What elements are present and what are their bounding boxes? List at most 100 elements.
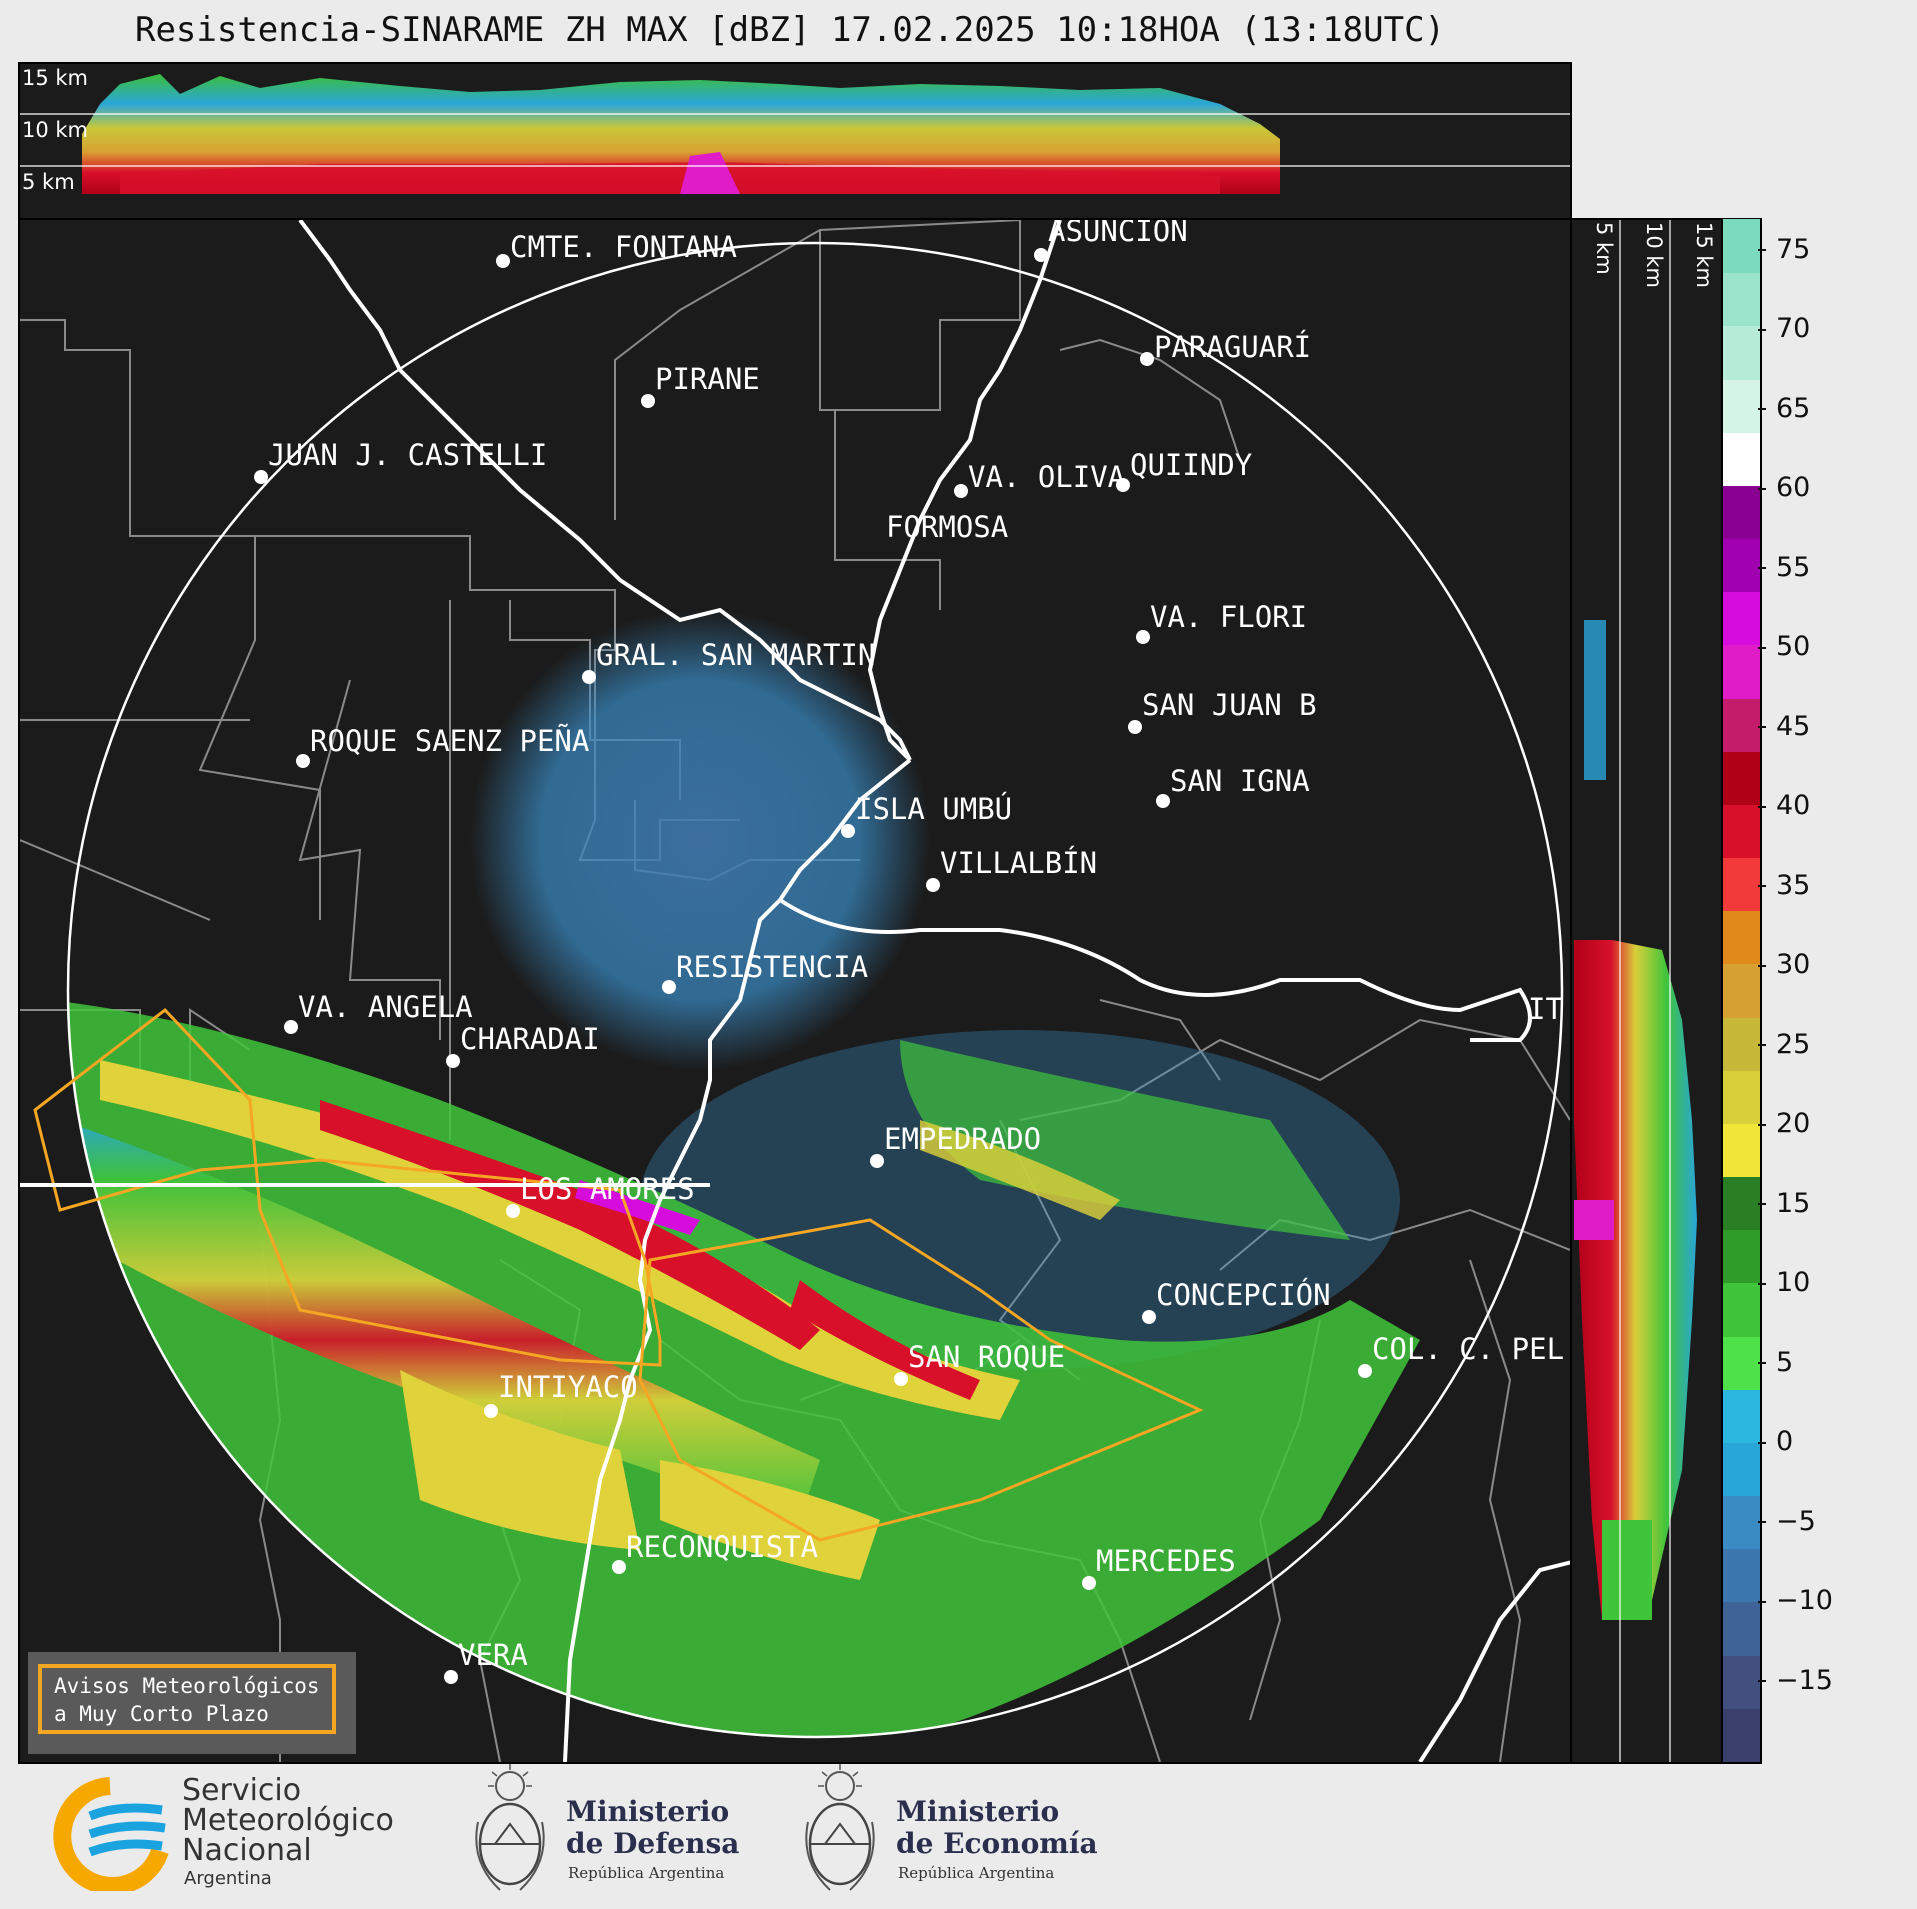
- colorbar-segment: [1723, 1548, 1760, 1603]
- colorbar-tick-label: 55: [1757, 552, 1810, 583]
- colorbar-tick-label: −5: [1758, 1506, 1816, 1537]
- city-san-juan-b: SAN JUAN B: [1128, 688, 1317, 734]
- colorbar-segment: [1723, 219, 1760, 274]
- warning-legend-line2: a Muy Corto Plazo: [54, 1702, 269, 1726]
- city-mercedes: MERCEDES: [1082, 1544, 1236, 1590]
- colorbar-segment: [1723, 1708, 1760, 1762]
- colorbar-segment: [1723, 1655, 1760, 1709]
- argentina-coat-of-arms-icon: [475, 1764, 545, 1891]
- colorbar-segment: [1723, 697, 1760, 752]
- city-concepcion: CONCEPCIÓN: [1142, 1278, 1331, 1324]
- city-col-c-pel: COL. C. PEL: [1358, 1332, 1564, 1378]
- city-formosa: FORMOSA: [886, 510, 1009, 544]
- colorbar-segment: [1723, 1229, 1760, 1284]
- city-paraguari: PARAGUARÍ: [1140, 330, 1311, 366]
- city-san-roque: SAN ROQUE: [894, 1340, 1065, 1386]
- colorbar-segment: [1723, 1495, 1760, 1550]
- economia-logo-line2: de Economía: [896, 1827, 1098, 1860]
- colorbar-tick-label: 30: [1757, 949, 1810, 980]
- city-reconquista: RECONQUISTA: [612, 1530, 818, 1574]
- defensa-logo: Ministerio de Defensa República Argentin…: [470, 1762, 770, 1902]
- top-cross-section-echo: [20, 74, 1570, 194]
- colorbar-segment: [1723, 857, 1760, 912]
- colorbar-tick-label: 5: [1757, 1347, 1793, 1378]
- smn-logo-icon: [53, 1777, 169, 1891]
- height-label-15km: 15 km: [22, 66, 89, 90]
- colorbar: [1721, 218, 1762, 1764]
- colorbar-tick-label: 40: [1757, 790, 1810, 821]
- city-it: IT: [1528, 992, 1563, 1026]
- colorbar-tick-label: 70: [1757, 313, 1810, 344]
- side-height-label-5km: 5 km: [1592, 222, 1616, 275]
- city-cmte-fontana: CMTE. FONTANA: [496, 230, 737, 268]
- city-va-angela: VA. ANGELA: [284, 990, 473, 1034]
- side-height-label-15km: 15 km: [1692, 222, 1716, 289]
- colorbar-segment: [1723, 1442, 1760, 1497]
- colorbar-segment: [1723, 591, 1760, 646]
- colorbar-tick-label: −10: [1758, 1585, 1833, 1616]
- smn-logo-line4: Argentina: [184, 1868, 272, 1889]
- city-quiindy: QUIINDY: [1116, 448, 1252, 492]
- radar-map-canvas: [20, 220, 1570, 1762]
- colorbar-segment: [1723, 1601, 1760, 1656]
- city-pirane: PIRANE: [641, 362, 760, 408]
- colorbar-segment: [1723, 1389, 1760, 1443]
- city-asuncion: ASUNCIÓN: [1034, 220, 1188, 262]
- defensa-logo-line3: República Argentina: [568, 1864, 725, 1882]
- warning-legend-line1: Avisos Meteorológicos: [54, 1674, 320, 1698]
- colorbar-segment: [1723, 1176, 1760, 1231]
- city-gral-san-martin: GRAL. SAN MARTIN: [582, 638, 875, 684]
- warning-legend: Avisos Meteorológicos a Muy Corto Plazo: [28, 1652, 356, 1754]
- colorbar-segment: [1723, 751, 1760, 805]
- colorbar-segment: [1723, 1336, 1760, 1390]
- colorbar-segment: [1723, 325, 1760, 380]
- economia-logo: Ministerio de Economía República Argenti…: [800, 1762, 1100, 1902]
- colorbar-tick-label: 0: [1757, 1426, 1793, 1457]
- smn-logo-line3: Nacional: [182, 1833, 312, 1868]
- warning-polygons: [33, 1007, 1204, 1542]
- colorbar-segment: [1723, 910, 1760, 965]
- colorbar-segment: [1723, 1123, 1760, 1178]
- colorbar-segment: [1723, 378, 1760, 433]
- city-villalbin: VILLALBÍN: [926, 846, 1097, 892]
- chart-title: Resistencia-SINARAME ZH MAX [dBZ] 17.02.…: [134, 10, 1446, 50]
- colorbar-segment: [1723, 432, 1760, 486]
- colorbar-tick-label: 60: [1757, 472, 1810, 503]
- city-intiyaco: INTIYACO: [484, 1370, 638, 1418]
- colorbar-segment: [1723, 804, 1760, 859]
- rivers: [298, 220, 1570, 1762]
- smn-logo: Servicio Meteorológico Nacional Argentin…: [50, 1776, 410, 1896]
- top-cross-section: 15 km 10 km 5 km: [18, 62, 1572, 220]
- city-roque-saenz-pena: ROQUE SAENZ PEÑA: [296, 724, 589, 768]
- colorbar-tick-label: 25: [1757, 1029, 1810, 1060]
- warning-legend-frame: Avisos Meteorológicos a Muy Corto Plazo: [38, 1664, 336, 1734]
- city-empedrado: EMPEDRADO: [870, 1122, 1041, 1168]
- colorbar-tick-label: 65: [1757, 393, 1810, 424]
- economia-logo-line3: República Argentina: [898, 1864, 1055, 1882]
- side-height-label-10km: 10 km: [1642, 222, 1666, 289]
- colorbar-segment: [1723, 963, 1760, 1018]
- colorbar-tick-label: 10: [1757, 1267, 1810, 1298]
- argentina-coat-of-arms-icon: [805, 1764, 875, 1891]
- city-san-igna: SAN IGNA: [1156, 764, 1310, 808]
- city-va-flori: VA. FLORI: [1136, 600, 1307, 644]
- colorbar-segment: [1723, 1070, 1760, 1124]
- colorbar-segment: [1723, 1017, 1760, 1071]
- colorbar-tick-label: −15: [1758, 1665, 1833, 1696]
- colorbar-tick-label: 35: [1757, 870, 1810, 901]
- city-resistencia: RESISTENCIA: [662, 950, 868, 994]
- city-isla-umbu: ISLA UMBÚ: [841, 792, 1012, 838]
- defensa-logo-line2: de Defensa: [566, 1827, 740, 1860]
- height-label-10km: 10 km: [22, 118, 89, 142]
- colorbar-tick-label: 50: [1757, 631, 1810, 662]
- colorbar-tick-label: 75: [1757, 234, 1810, 265]
- smn-logo-line1: Servicio: [182, 1773, 302, 1808]
- colorbar-segment: [1723, 272, 1760, 327]
- smn-logo-line2: Meteorológico: [182, 1803, 394, 1838]
- radar-map[interactable]: CMTE. FONTANA ASUNCIÓN PARAGUARÍ PIRANE …: [18, 218, 1572, 1764]
- colorbar-tick-label: 45: [1757, 711, 1810, 742]
- side-cross-section: 5 km 10 km 15 km: [1570, 218, 1723, 1764]
- colorbar-segment: [1723, 485, 1760, 540]
- city-va-oliva: VA. OLIVA: [954, 460, 1125, 498]
- city-juan-j-castelli: JUAN J. CASTELLI: [254, 438, 547, 484]
